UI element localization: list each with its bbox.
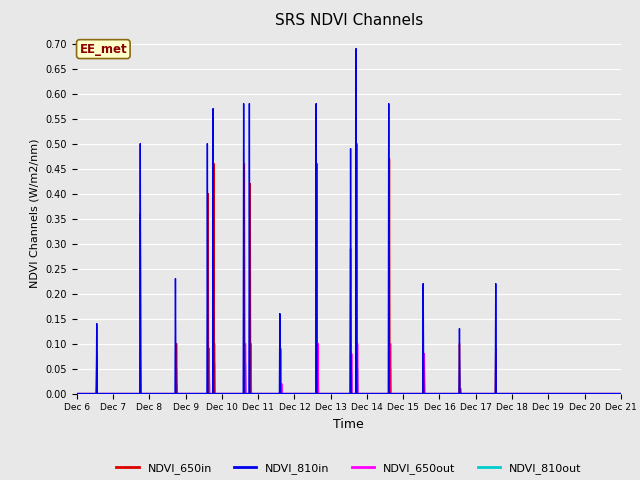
NDVI_810in — [189, 391, 197, 396]
NDVI_650in — [73, 391, 81, 396]
NDVI_650out — [73, 391, 81, 396]
NDVI_650out — [424, 391, 431, 396]
NDVI_810in — [617, 391, 625, 396]
NDVI_810in — [73, 391, 81, 396]
NDVI_810out — [189, 391, 197, 396]
NDVI_810in — [424, 391, 431, 396]
NDVI_810in — [501, 391, 509, 396]
NDVI_650in — [189, 391, 197, 396]
NDVI_810out — [73, 391, 81, 396]
Legend: NDVI_650in, NDVI_810in, NDVI_650out, NDVI_810out: NDVI_650in, NDVI_810in, NDVI_650out, NDV… — [112, 458, 586, 478]
NDVI_810out — [184, 391, 191, 396]
NDVI_650out — [184, 391, 191, 396]
NDVI_810out — [276, 391, 284, 396]
NDVI_810out — [501, 391, 509, 396]
Line: NDVI_650in: NDVI_650in — [77, 144, 621, 394]
NDVI_810out — [615, 391, 623, 396]
NDVI_650in — [276, 368, 284, 374]
NDVI_650in — [424, 391, 431, 396]
NDVI_650in — [615, 391, 623, 396]
Title: SRS NDVI Channels: SRS NDVI Channels — [275, 13, 423, 28]
NDVI_810in — [352, 46, 360, 51]
NDVI_650in — [617, 391, 625, 396]
NDVI_650out — [615, 391, 623, 396]
NDVI_810in — [276, 391, 284, 396]
NDVI_650out — [276, 391, 284, 396]
Text: EE_met: EE_met — [79, 43, 127, 56]
NDVI_810out — [617, 391, 625, 396]
Y-axis label: NDVI Channels (W/m2/nm): NDVI Channels (W/m2/nm) — [30, 139, 40, 288]
NDVI_650out — [501, 391, 509, 396]
Line: NDVI_650out: NDVI_650out — [77, 344, 621, 394]
NDVI_650in — [184, 391, 191, 396]
NDVI_650in — [353, 141, 360, 146]
Line: NDVI_810in: NDVI_810in — [77, 48, 621, 394]
NDVI_650out — [211, 341, 218, 347]
NDVI_810out — [136, 361, 144, 367]
NDVI_810out — [424, 391, 431, 396]
X-axis label: Time: Time — [333, 418, 364, 431]
NDVI_650in — [501, 391, 509, 396]
NDVI_650out — [617, 391, 625, 396]
Line: NDVI_810out: NDVI_810out — [77, 364, 621, 394]
NDVI_810in — [184, 391, 191, 396]
NDVI_810in — [615, 391, 623, 396]
NDVI_650out — [189, 391, 197, 396]
